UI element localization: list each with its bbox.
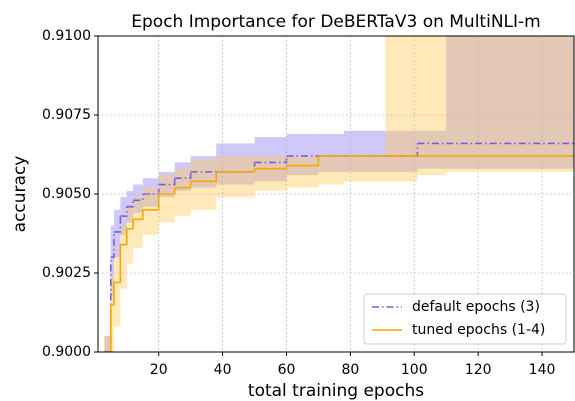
- confidence-band: [126, 206, 134, 264]
- confidence-band: [286, 133, 319, 176]
- confidence-band: [318, 156, 344, 185]
- step-line: [286, 156, 320, 167]
- confidence-band: [104, 336, 111, 352]
- confidence-band: [417, 130, 447, 169]
- confidence-band: [174, 168, 191, 217]
- y-tick-label: 0.9000: [42, 344, 91, 360]
- confidence-band: [133, 197, 143, 248]
- step-line: [126, 219, 134, 230]
- confidence-band: [190, 159, 217, 210]
- confidence-band: [158, 175, 175, 223]
- y-axis-label: accuracy: [10, 156, 30, 233]
- confidence-band: [110, 273, 114, 352]
- chart-title: Epoch Importance for DeBERTaV3 on MultiN…: [131, 12, 540, 32]
- confidence-band: [174, 162, 191, 191]
- confidence-band: [385, 130, 418, 172]
- confidence-band: [318, 133, 344, 172]
- confidence-band: [254, 137, 287, 182]
- step-line: [190, 171, 218, 183]
- bands: [104, 36, 574, 352]
- confidence-band: [133, 184, 143, 213]
- step-line: [174, 171, 192, 179]
- confidence-band: [104, 336, 111, 352]
- x-tick-label: 20: [150, 362, 168, 378]
- confidence-band: [120, 225, 127, 289]
- y-tick-label: 0.9075: [42, 107, 91, 123]
- step-line: [113, 216, 122, 233]
- x-tick-label: 60: [278, 362, 296, 378]
- confidence-band: [142, 178, 159, 207]
- x-axis-label: total training epochs: [248, 381, 424, 401]
- x-tick-label: 80: [341, 362, 359, 378]
- confidence-band: [216, 156, 255, 198]
- confidence-band: [216, 143, 255, 185]
- y-tick-label: 0.9050: [42, 186, 91, 202]
- step-line: [104, 304, 112, 352]
- confidence-band: [158, 171, 175, 198]
- plot-frame: [97, 35, 575, 353]
- step-line: [216, 168, 256, 173]
- step-line: [133, 209, 144, 221]
- confidence-band: [343, 130, 386, 172]
- step-line: [126, 200, 134, 208]
- y-tick-label: 0.9100: [42, 28, 91, 44]
- legend-label: tuned epochs (1-4): [412, 322, 545, 338]
- confidence-band: [110, 225, 114, 296]
- confidence-band: [254, 156, 287, 191]
- step-line: [254, 156, 288, 164]
- step-line: [142, 194, 160, 211]
- step-line: [113, 244, 122, 284]
- step-line: [133, 194, 144, 202]
- step-line: [216, 162, 256, 173]
- confidence-band: [142, 187, 159, 236]
- confidence-band: [417, 36, 447, 176]
- x-tick-label: 40: [214, 362, 232, 378]
- legend-label: default epochs (3): [412, 299, 540, 315]
- step-line: [110, 282, 115, 306]
- step-line: [158, 178, 176, 186]
- confidence-band: [113, 257, 121, 327]
- confidence-band: [446, 36, 574, 169]
- step-line: [174, 181, 192, 189]
- step-line: [110, 231, 115, 258]
- x-tick-label: 100: [401, 362, 428, 378]
- confidence-band: [113, 209, 121, 258]
- confidence-band: [286, 156, 319, 188]
- lines: [104, 142, 574, 352]
- step-line: [120, 206, 128, 217]
- legend-box: [363, 293, 567, 345]
- x-tick-label: 140: [529, 362, 556, 378]
- y-tick-label: 0.9025: [42, 265, 91, 281]
- step-line: [120, 228, 128, 246]
- x-tick-label: 120: [465, 362, 492, 378]
- confidence-band: [385, 36, 418, 182]
- confidence-band: [343, 156, 386, 182]
- confidence-band: [446, 36, 574, 172]
